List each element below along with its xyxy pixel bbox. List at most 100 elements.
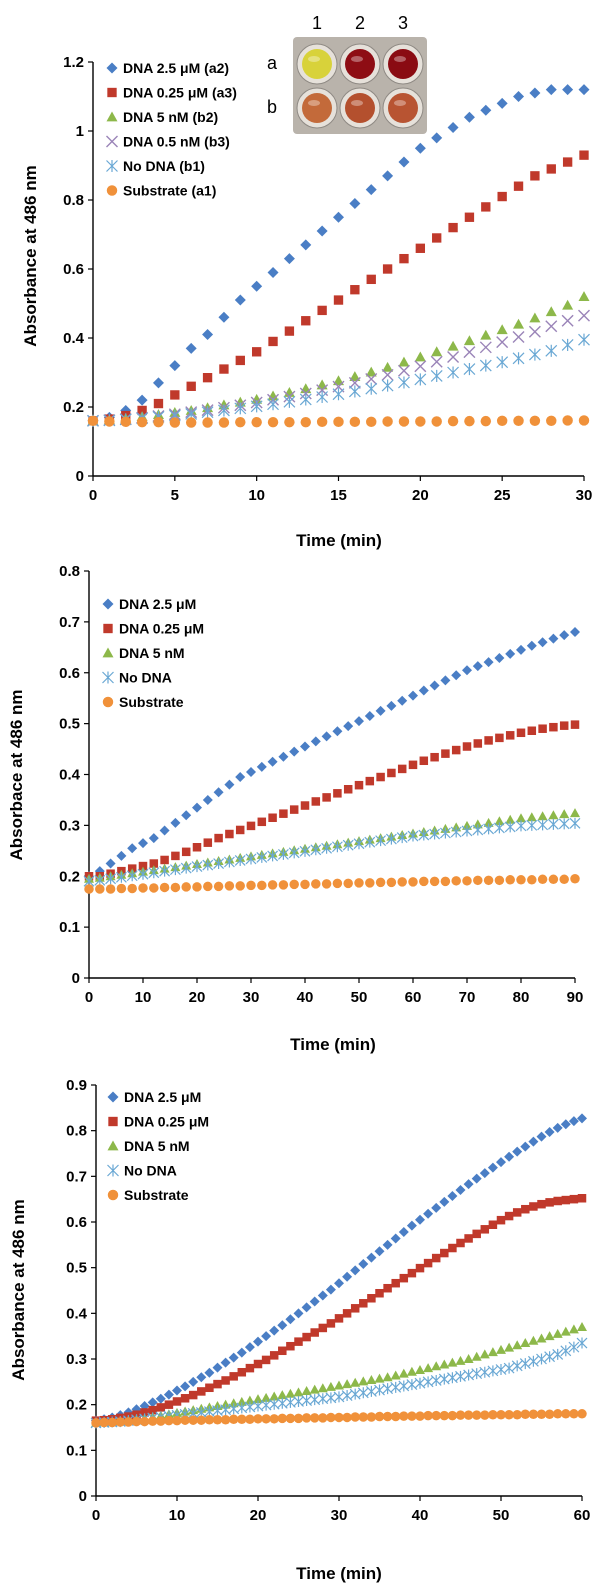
- data-point: [504, 1151, 515, 1162]
- data-point: [203, 881, 213, 892]
- data-point: [399, 253, 409, 264]
- data-point: [447, 415, 459, 427]
- data-point: [578, 309, 590, 322]
- data-point: [186, 381, 196, 391]
- data-point: [285, 1413, 296, 1424]
- data-point: [481, 202, 491, 212]
- data-point: [407, 1411, 417, 1421]
- data-point: [228, 1398, 239, 1408]
- data-point: [515, 820, 527, 832]
- data-point: [228, 1352, 239, 1363]
- data-point: [479, 359, 492, 372]
- panel-2-y-axis-label: Absorbace at 486 nm: [7, 689, 26, 860]
- data-point: [451, 876, 461, 886]
- panel-2-x-tick-label: 60: [405, 989, 422, 1006]
- data-point: [505, 875, 515, 885]
- data-point: [365, 878, 375, 888]
- data-point: [349, 371, 361, 382]
- data-point: [536, 1131, 547, 1142]
- panel-1-axes: 0 0.2 0.4 0.6 0.8 1 1.2 0 5 10 15 20 25 30: [63, 54, 592, 504]
- data-point: [496, 1157, 506, 1168]
- data-point: [390, 1370, 401, 1380]
- plate-row-label-a: a: [267, 53, 278, 73]
- data-point: [159, 882, 170, 893]
- data-point: [359, 1299, 368, 1308]
- data-point: [382, 170, 394, 182]
- data-point: [180, 862, 192, 874]
- panel-2-x-tick-label: 50: [351, 989, 368, 1006]
- data-point: [462, 876, 472, 886]
- data-point: [350, 1377, 361, 1387]
- panel-3-x-axis-label: Time (min): [296, 1564, 382, 1583]
- data-point: [343, 878, 353, 889]
- data-point: [149, 859, 159, 868]
- data-point: [429, 876, 440, 887]
- data-point: [136, 394, 148, 406]
- data-point: [261, 1392, 272, 1402]
- data-point: [545, 306, 557, 317]
- data-point: [577, 1322, 587, 1332]
- data-point: [225, 829, 234, 839]
- data-point: [342, 839, 354, 851]
- well-solution: [345, 49, 375, 79]
- data-point: [311, 879, 321, 889]
- data-point: [483, 657, 494, 668]
- data-point: [156, 1403, 166, 1412]
- data-point: [526, 812, 537, 822]
- data-point: [350, 1304, 360, 1313]
- data-point: [204, 1414, 215, 1425]
- data-point: [432, 233, 442, 243]
- data-point: [570, 808, 580, 818]
- data-point: [163, 1389, 174, 1400]
- data-point: [367, 1294, 376, 1303]
- panel-2-y-tick-label: 0.2: [59, 868, 80, 885]
- data-point: [464, 212, 475, 222]
- data-point: [286, 1341, 295, 1351]
- data-point: [213, 881, 224, 892]
- data-point: [205, 1383, 214, 1393]
- legend-marker: [106, 185, 118, 196]
- data-point: [561, 1195, 571, 1205]
- data-point: [299, 845, 311, 857]
- data-point: [414, 142, 426, 154]
- data-point: [483, 823, 495, 835]
- data-point: [300, 741, 310, 752]
- data-point: [512, 1146, 523, 1157]
- panel-3-series-square: [91, 1194, 587, 1425]
- plate-column-label-2: 2: [355, 13, 365, 33]
- data-point: [201, 406, 214, 419]
- legend-marker: [108, 1116, 118, 1127]
- data-point: [423, 1410, 433, 1421]
- data-point: [301, 316, 311, 326]
- data-point: [358, 1376, 369, 1386]
- data-point: [545, 344, 558, 357]
- data-point: [365, 382, 378, 395]
- data-point: [529, 312, 541, 323]
- panel-3-y-tick-label: 0.9: [66, 1077, 87, 1094]
- panel-3-y-tick-label: 0.4: [66, 1305, 88, 1322]
- panel-3-x-tick-label: 60: [574, 1507, 591, 1524]
- data-point: [497, 191, 507, 202]
- data-point: [285, 1314, 296, 1325]
- data-point: [472, 819, 483, 829]
- data-point: [386, 877, 397, 888]
- well-highlight: [394, 56, 406, 62]
- data-point: [537, 811, 548, 821]
- data-point: [568, 1324, 579, 1334]
- data-point: [461, 825, 473, 837]
- data-point: [160, 855, 169, 865]
- data-point: [431, 1202, 442, 1213]
- data-point: [269, 1414, 279, 1424]
- chart-panel-1: Absorbance at 486 nm Time (min) 00.20.40…: [21, 13, 592, 550]
- data-point: [333, 789, 342, 798]
- data-point: [316, 416, 328, 428]
- data-point: [316, 379, 328, 390]
- data-point: [221, 1376, 230, 1385]
- data-point: [513, 415, 524, 427]
- panel-3-x-tick-label: 50: [493, 1507, 510, 1524]
- panel-2-y-tick-label: 0.5: [59, 716, 80, 733]
- data-point: [202, 859, 214, 871]
- data-point: [318, 1323, 328, 1333]
- data-point: [311, 797, 321, 806]
- data-point: [237, 1367, 247, 1377]
